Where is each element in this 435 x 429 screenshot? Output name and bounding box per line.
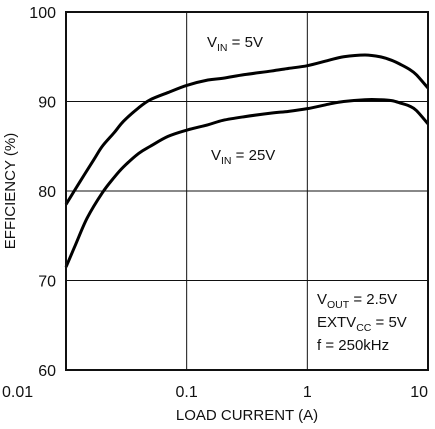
series-group bbox=[64, 53, 430, 268]
annotation-vout-rest: = 2.5V bbox=[349, 291, 397, 308]
tick-labels: 0.01 0.1 1 10 60 70 80 90 100 bbox=[2, 5, 428, 401]
y-tick-label: 60 bbox=[38, 363, 56, 380]
series-line-vin-5v bbox=[64, 53, 430, 206]
x-tick-label: 0.1 bbox=[176, 384, 198, 401]
y-tick-label: 80 bbox=[38, 184, 56, 201]
y-tick-label: 90 bbox=[38, 95, 56, 112]
annotation-vin25-main: V bbox=[211, 147, 221, 164]
annotation-vout: VOUT = 2.5V bbox=[317, 291, 397, 311]
series-line-vin-25v bbox=[64, 98, 430, 268]
annotation-frequency: f = 250kHz bbox=[317, 337, 389, 354]
annotation-extvcc-rest: = 5V bbox=[371, 314, 406, 331]
y-tick-label: 70 bbox=[38, 274, 56, 291]
annotation-vout-main: V bbox=[317, 291, 327, 308]
annotation-vin25: VIN = 25V bbox=[211, 147, 275, 167]
x-axis-label: LOAD CURRENT (A) bbox=[176, 407, 318, 424]
y-tick-label: 100 bbox=[29, 5, 56, 22]
y-axis-label: EFFICIENCY (%) bbox=[2, 133, 19, 249]
annotation-vin5-main: V bbox=[207, 34, 217, 51]
x-tick-label: 10 bbox=[410, 384, 428, 401]
annotation-vin25-rest: = 25V bbox=[232, 147, 276, 164]
annotation-vin25-sub: IN bbox=[221, 155, 232, 167]
annotation-vin5-sub: IN bbox=[217, 42, 228, 54]
x-tick-label: 0.01 bbox=[2, 384, 33, 401]
annotation-vin5: VIN = 5V bbox=[207, 34, 263, 54]
annotation-extvcc-sub: CC bbox=[356, 322, 372, 334]
annotation-extvcc: EXTVCC = 5V bbox=[317, 314, 407, 334]
x-tick-label: 1 bbox=[303, 384, 312, 401]
grid-lines bbox=[66, 12, 428, 370]
annotation-vout-sub: OUT bbox=[327, 299, 350, 311]
annotation-extvcc-main: EXTV bbox=[317, 314, 356, 331]
annotation-vin5-rest: = 5V bbox=[228, 34, 263, 51]
plot-frame bbox=[65, 11, 429, 371]
